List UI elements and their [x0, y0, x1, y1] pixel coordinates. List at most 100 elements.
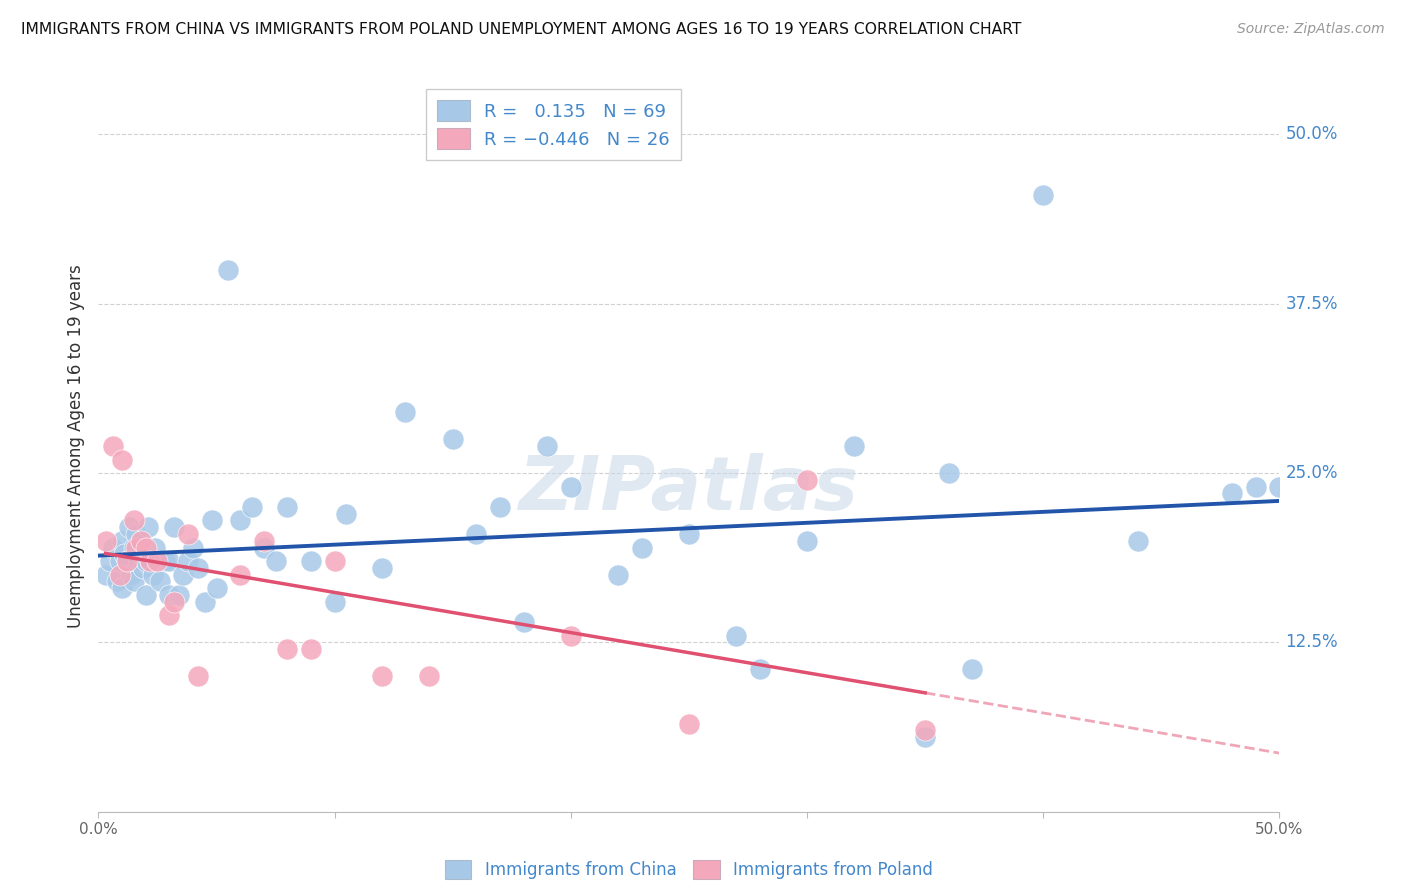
- Point: [240, 500, 263, 514]
- Point: [678, 527, 700, 541]
- Point: [844, 439, 866, 453]
- Point: [167, 588, 190, 602]
- Point: [1220, 486, 1243, 500]
- Point: [371, 669, 394, 683]
- Point: [748, 663, 770, 677]
- Point: [299, 642, 322, 657]
- Point: [418, 669, 440, 683]
- Point: [143, 541, 166, 555]
- Point: [181, 541, 204, 555]
- Point: [101, 541, 124, 555]
- Point: [157, 588, 180, 602]
- Point: [94, 533, 117, 548]
- Point: [217, 263, 239, 277]
- Point: [630, 541, 652, 555]
- Point: [187, 561, 209, 575]
- Point: [323, 595, 346, 609]
- Point: [163, 520, 186, 534]
- Point: [371, 561, 394, 575]
- Point: [146, 554, 169, 568]
- Point: [1244, 480, 1267, 494]
- Point: [135, 541, 157, 555]
- Text: ZIPatlas: ZIPatlas: [519, 453, 859, 526]
- Y-axis label: Unemployment Among Ages 16 to 19 years: Unemployment Among Ages 16 to 19 years: [66, 264, 84, 628]
- Point: [142, 567, 165, 582]
- Point: [146, 554, 169, 568]
- Point: [125, 541, 148, 555]
- Point: [177, 554, 200, 568]
- Point: [560, 629, 582, 643]
- Point: [299, 554, 322, 568]
- Point: [129, 533, 152, 548]
- Legend: Immigrants from China, Immigrants from Poland: Immigrants from China, Immigrants from P…: [436, 852, 942, 888]
- Point: [129, 533, 152, 548]
- Point: [157, 554, 180, 568]
- Point: [115, 554, 138, 568]
- Point: [205, 581, 228, 595]
- Point: [122, 574, 145, 589]
- Point: [536, 439, 558, 453]
- Point: [607, 567, 630, 582]
- Point: [201, 514, 224, 528]
- Point: [253, 533, 276, 548]
- Point: [122, 514, 145, 528]
- Point: [139, 554, 162, 568]
- Point: [98, 554, 121, 568]
- Point: [101, 439, 124, 453]
- Text: 50.0%: 50.0%: [1285, 126, 1337, 144]
- Point: [253, 541, 276, 555]
- Point: [132, 561, 155, 575]
- Point: [264, 554, 287, 568]
- Point: [108, 567, 131, 582]
- Point: [136, 520, 159, 534]
- Point: [276, 500, 298, 514]
- Point: [128, 554, 150, 568]
- Point: [153, 554, 176, 568]
- Point: [177, 527, 200, 541]
- Point: [229, 567, 252, 582]
- Point: [1268, 480, 1291, 494]
- Point: [111, 533, 134, 548]
- Text: 25.0%: 25.0%: [1285, 464, 1339, 482]
- Point: [229, 514, 252, 528]
- Point: [139, 554, 162, 568]
- Point: [111, 581, 134, 595]
- Text: IMMIGRANTS FROM CHINA VS IMMIGRANTS FROM POLAND UNEMPLOYMENT AMONG AGES 16 TO 19: IMMIGRANTS FROM CHINA VS IMMIGRANTS FROM…: [21, 22, 1022, 37]
- Point: [135, 588, 157, 602]
- Point: [394, 405, 416, 419]
- Point: [125, 527, 148, 541]
- Point: [187, 669, 209, 683]
- Point: [194, 595, 217, 609]
- Point: [94, 567, 117, 582]
- Point: [725, 629, 748, 643]
- Point: [163, 595, 186, 609]
- Point: [1126, 533, 1149, 548]
- Point: [108, 554, 131, 568]
- Point: [796, 473, 818, 487]
- Point: [323, 554, 346, 568]
- Point: [157, 608, 180, 623]
- Point: [938, 466, 960, 480]
- Point: [121, 567, 143, 582]
- Point: [135, 554, 157, 568]
- Point: [512, 615, 534, 629]
- Text: Source: ZipAtlas.com: Source: ZipAtlas.com: [1237, 22, 1385, 37]
- Point: [149, 574, 172, 589]
- Point: [115, 554, 138, 568]
- Point: [914, 723, 936, 738]
- Point: [560, 480, 582, 494]
- Point: [489, 500, 512, 514]
- Point: [105, 574, 128, 589]
- Point: [962, 663, 984, 677]
- Point: [112, 547, 135, 561]
- Point: [335, 507, 357, 521]
- Point: [122, 541, 145, 555]
- Text: 37.5%: 37.5%: [1285, 294, 1339, 313]
- Point: [172, 567, 194, 582]
- Point: [1032, 188, 1054, 202]
- Point: [678, 716, 700, 731]
- Point: [118, 520, 141, 534]
- Point: [914, 730, 936, 744]
- Point: [276, 642, 298, 657]
- Text: 12.5%: 12.5%: [1285, 633, 1339, 651]
